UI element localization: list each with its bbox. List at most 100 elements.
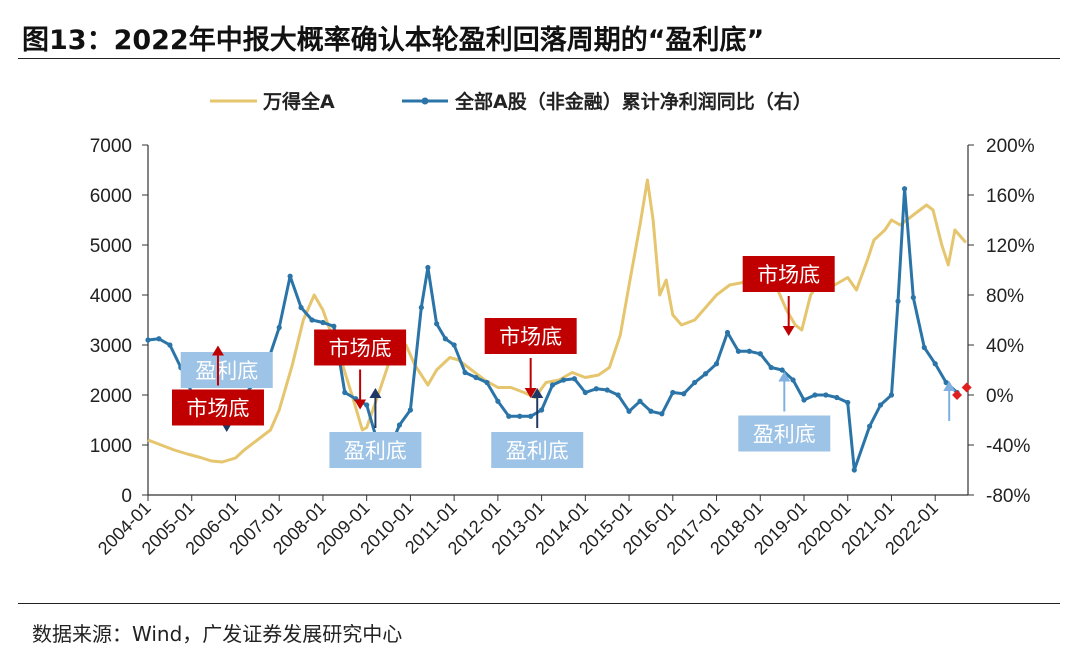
profit-growth-point <box>768 364 774 371</box>
profit-growth-point <box>834 394 840 401</box>
profit-growth-point <box>298 304 304 311</box>
figure-title: 图13：2022年中报大概率确认本轮盈利回落周期的“盈利底” <box>22 25 765 56</box>
legend-label-wind-all-a: 万得全A <box>262 90 335 113</box>
y-right-tick-label: -80% <box>986 486 1030 507</box>
annotation-arrow-head <box>943 381 956 391</box>
endpoint-marker <box>961 382 972 393</box>
profit-bottom-label: 盈利底 <box>195 359 258 383</box>
market-bottom-box <box>171 389 264 426</box>
profit-growth-point <box>626 408 632 414</box>
profit-growth-point <box>943 379 949 386</box>
profit-growth-point <box>451 342 457 348</box>
legend-marker-profit-growth <box>421 97 429 105</box>
profit-growth-point <box>517 413 523 419</box>
profit-growth-point <box>331 323 337 329</box>
profit-growth-point <box>867 423 873 429</box>
endpoint-marker <box>952 390 963 400</box>
market-bottom-label: 市场底 <box>757 263 820 287</box>
profit-bottom-box <box>738 415 831 452</box>
annotation-arrow-head <box>778 371 791 382</box>
y-right-tick-label: -40% <box>986 436 1030 457</box>
annotation-arrow-head <box>211 345 224 356</box>
profit-growth-point <box>921 344 927 351</box>
title-rule <box>18 58 1060 59</box>
y-left-tick-label: 7000 <box>90 136 132 157</box>
annotation-arrow-head <box>531 388 544 398</box>
profit-growth-point <box>320 319 326 326</box>
profit-bottom-box <box>491 432 584 468</box>
profit-bottom-box <box>180 352 273 388</box>
profit-growth-point <box>425 264 431 271</box>
y-left-tick-label: 2000 <box>90 386 132 407</box>
annotation-arrow-head <box>369 388 382 398</box>
source-rule <box>18 603 1060 604</box>
profit-growth-point <box>484 379 490 386</box>
profit-growth-point <box>342 389 348 396</box>
y-right-tick-label: 120% <box>986 236 1035 257</box>
profit-growth-point <box>167 342 173 348</box>
profit-growth-point <box>287 273 293 279</box>
profit-growth-point <box>582 389 588 396</box>
profit-bottom-annotation: 盈利底 <box>180 352 273 432</box>
y-left-tick-label: 3000 <box>90 336 132 357</box>
y-right-tick-label: 80% <box>986 286 1024 307</box>
market-bottom-annotation: 市场底 <box>484 318 577 398</box>
market-bottom-label: 市场底 <box>499 325 562 349</box>
profit-growth-point <box>637 398 643 404</box>
annotation-arrow-head <box>524 388 537 398</box>
profit-growth-point <box>724 329 731 336</box>
profit-growth-point <box>604 387 610 393</box>
profit-bottom-annotation: 盈利底 <box>329 388 422 468</box>
profit-growth-point <box>801 397 807 403</box>
y-left-tick-label: 0 <box>121 486 132 507</box>
profit-growth-point <box>895 298 901 304</box>
profit-growth-point <box>442 336 448 342</box>
profit-growth-point <box>528 413 534 419</box>
profit-growth-point <box>670 389 676 396</box>
profit-growth-point <box>615 392 621 398</box>
profit-growth-point <box>418 304 424 311</box>
profit-bottom-annotation <box>943 381 956 421</box>
chart-legend: 万得全A 全部A股（非金融）累计净利润同比（右） <box>210 90 812 113</box>
profit-growth-point <box>692 379 698 386</box>
y-right-tick-label: 0% <box>986 386 1014 407</box>
series-wind-all-a <box>147 178 967 464</box>
profit-growth-point <box>495 398 501 404</box>
profit-growth-point <box>560 377 567 383</box>
market-bottom-box <box>484 318 577 354</box>
legend-label-profit-growth: 全部A股（非金融）累计净利润同比（右） <box>454 90 812 113</box>
profit-growth-point <box>910 294 916 301</box>
y-right-tick-label: 40% <box>986 336 1024 357</box>
annotation-arrow-head <box>782 326 795 336</box>
profit-bottom-annotation: 盈利底 <box>491 388 584 468</box>
profit-growth-point <box>473 374 479 381</box>
profit-growth-point <box>539 407 545 413</box>
profit-growth-point <box>932 361 938 367</box>
profit-bottom-box <box>329 432 422 468</box>
profit-growth-point <box>901 186 908 192</box>
profit-growth-point <box>593 386 599 392</box>
profit-bottom-label: 盈利底 <box>506 439 569 463</box>
profit-growth-point <box>549 382 556 388</box>
profit-growth-point <box>757 351 763 357</box>
profit-growth-point <box>845 399 851 406</box>
source-note: 数据来源：Wind，广发证券发展研究中心 <box>32 622 403 646</box>
market-bottom-annotation: 市场底 <box>171 345 264 426</box>
market-bottom-label: 市场底 <box>186 397 249 421</box>
y-left-tick-label: 1000 <box>90 436 132 457</box>
y-left-tick-label: 4000 <box>90 286 132 307</box>
profit-growth-point <box>407 407 413 413</box>
profit-growth-point <box>276 324 282 331</box>
profit-growth-point <box>571 376 578 382</box>
market-bottom-annotation: 市场底 <box>742 256 835 336</box>
profit-growth-point <box>823 392 829 398</box>
y-left-tick-label: 6000 <box>90 186 132 207</box>
profit-growth-point <box>364 402 370 408</box>
profit-growth-point <box>812 392 818 398</box>
profit-growth-point <box>462 369 468 376</box>
profit-bottom-annotation: 盈利底 <box>738 371 831 452</box>
annotation-arrow-head <box>354 399 367 410</box>
profit-growth-point <box>681 391 687 397</box>
